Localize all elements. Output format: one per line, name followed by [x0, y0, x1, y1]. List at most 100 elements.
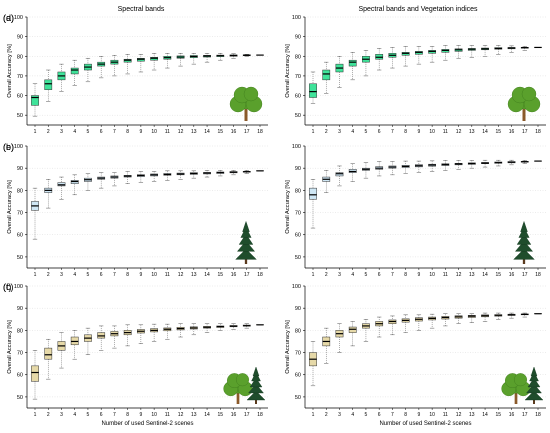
x-tick-label: 9: [417, 272, 420, 278]
box-plot: [521, 160, 528, 163]
x-tick-label: 13: [191, 129, 197, 135]
x-tick-label: 13: [469, 412, 475, 418]
box-plot: [137, 325, 144, 344]
y-tick-label: 50: [17, 255, 23, 261]
box-plot: [98, 173, 105, 189]
box-plot: [84, 174, 91, 191]
box-plot: [71, 330, 78, 359]
x-tick-label: 11: [443, 272, 448, 278]
conifer-tier: [243, 221, 250, 231]
x-tick-label: 15: [218, 412, 224, 418]
box-plot: [84, 328, 91, 355]
x-tick-label: 16: [509, 412, 515, 418]
x-tick-label: 4: [351, 129, 354, 135]
x-tick-label: 16: [231, 412, 237, 418]
x-tick-label: 3: [338, 129, 341, 135]
y-axis-label: Overall Accuracy [%]: [285, 180, 291, 234]
x-tick-label: 11: [165, 412, 170, 418]
x-tick-label: 9: [139, 412, 142, 418]
box-plot: [309, 72, 316, 103]
box-plot: [442, 314, 449, 326]
mixed-trees-icon: [224, 367, 265, 404]
x-axis-label: Number of used Sentinel-2 scenes: [379, 421, 471, 427]
y-tick-label: 70: [295, 211, 301, 217]
y-tick-label: 100: [292, 15, 301, 21]
x-tick-label: 16: [231, 129, 237, 135]
box-plot: [336, 56, 343, 87]
x-tick-label: 8: [404, 412, 407, 418]
box-plot: [150, 172, 157, 182]
box-plot: [376, 162, 383, 176]
x-tick-label: 6: [100, 129, 103, 135]
col-title-right: Spectral bands and Vegetation indices: [358, 6, 478, 13]
box-plot: [389, 162, 396, 175]
y-tick-label: 60: [295, 373, 301, 379]
box-plot: [495, 313, 502, 319]
box-plot: [45, 179, 52, 208]
box-plot: [376, 317, 383, 337]
panel-label: (d): [3, 13, 14, 23]
y-tick-label: 80: [17, 188, 23, 194]
x-tick-label: 11: [165, 129, 170, 135]
x-tick-label: 1: [312, 272, 315, 278]
box-plot: [323, 328, 330, 363]
box-plot: [402, 161, 409, 174]
box-plot: [309, 179, 316, 228]
box-plot: [203, 170, 210, 177]
box-plot: [111, 173, 118, 186]
x-tick-label: 8: [126, 272, 129, 278]
y-tick-label: 50: [17, 395, 23, 401]
x-tick-label: 10: [429, 272, 435, 278]
x-tick-label: 15: [496, 412, 502, 418]
y-tick-label: 90: [17, 306, 23, 312]
x-tick-label: 17: [522, 129, 528, 135]
x-tick-label: 16: [509, 129, 515, 135]
y-tick-label: 70: [17, 74, 23, 80]
box-plot: [190, 171, 197, 178]
box-plot: [164, 53, 171, 68]
conifer-tier: [253, 367, 259, 376]
box-plot: [495, 160, 502, 166]
box-plot: [468, 160, 475, 168]
x-tick-label: 15: [496, 272, 502, 278]
x-tick-label: 4: [351, 412, 354, 418]
x-tick-label: 14: [482, 129, 488, 135]
box-iqr: [45, 80, 52, 90]
y-tick-label: 60: [17, 233, 23, 239]
y-tick-label: 60: [295, 233, 301, 239]
box-plot: [203, 53, 210, 62]
y-tick-label: 100: [292, 144, 301, 150]
y-axis-label: Overall Accuracy [%]: [285, 44, 291, 98]
box-plot: [336, 166, 343, 186]
y-tick-label: 60: [295, 94, 301, 100]
box-plot: [150, 324, 157, 341]
y-tick-label: 80: [295, 54, 301, 60]
box-plot: [58, 177, 65, 199]
box-plot: [495, 45, 502, 54]
box-plot: [243, 324, 250, 328]
x-tick-label: 10: [151, 272, 157, 278]
x-tick-label: 15: [496, 129, 502, 135]
y-tick-label: 90: [295, 35, 301, 41]
x-tick-label: 13: [191, 272, 197, 278]
x-tick-label: 12: [456, 272, 462, 278]
box-plot: [137, 54, 144, 72]
x-tick-label: 5: [365, 272, 368, 278]
box-plot: [190, 53, 197, 64]
x-tick-label: 18: [535, 412, 541, 418]
y-tick-label: 80: [17, 328, 23, 334]
box-plot: [521, 313, 528, 317]
x-tick-label: 12: [178, 129, 184, 135]
y-tick-label: 90: [17, 35, 23, 41]
x-tick-label: 8: [404, 129, 407, 135]
box-plot: [137, 172, 144, 183]
box-plot: [45, 70, 52, 101]
box-plot: [71, 60, 78, 86]
box-plot: [428, 314, 435, 328]
box-plot: [124, 54, 131, 74]
